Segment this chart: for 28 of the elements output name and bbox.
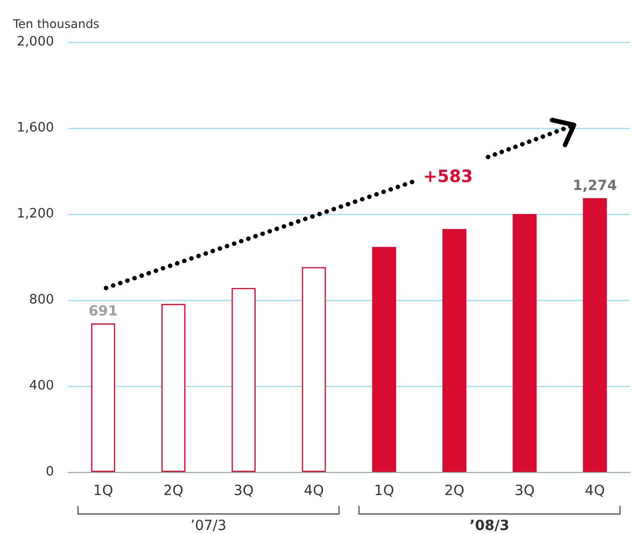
x-tick-label: 4Q	[304, 483, 324, 499]
x-tick-label: 1Q	[374, 483, 394, 499]
bar	[442, 229, 466, 472]
bar	[372, 246, 396, 472]
y-tick-label: 400	[29, 378, 54, 394]
data-label: 691	[88, 303, 118, 320]
x-tick-label: 2Q	[444, 483, 464, 499]
bar	[91, 323, 116, 472]
bar	[232, 288, 256, 472]
x-tick-label: 1Q	[93, 483, 114, 499]
y-tick-label: 1,200	[16, 206, 54, 222]
x-tick-label: 2Q	[163, 483, 184, 499]
text: ’08/3	[470, 518, 510, 534]
x-tick-label: 4Q	[584, 483, 605, 499]
y-tick-label: 0	[46, 464, 54, 480]
bar	[161, 304, 186, 472]
x-tick-label: 3Q	[234, 483, 254, 499]
bar	[302, 267, 326, 472]
y-tick-label: 1,600	[16, 120, 54, 136]
y-tick-label: 2,000	[16, 34, 54, 50]
y-axis-title: Ten thousands	[12, 17, 100, 31]
data-label: 1,274	[572, 178, 618, 194]
bar	[582, 198, 607, 472]
text: ’07/3	[190, 518, 226, 534]
x-tick-label: 3Q	[514, 483, 535, 499]
y-tick-label: 800	[29, 292, 54, 308]
bar	[512, 214, 537, 472]
annotation: +583	[423, 167, 473, 187]
